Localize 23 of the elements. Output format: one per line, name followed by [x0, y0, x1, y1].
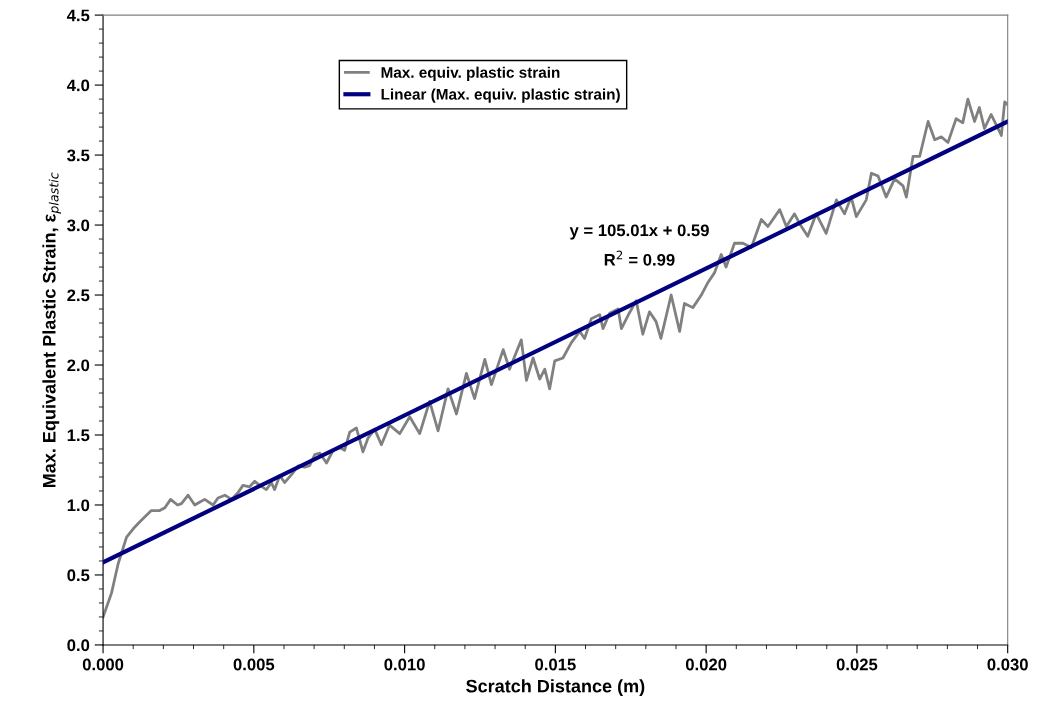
x-tick-label: 0.015 [535, 658, 576, 671]
legend-label: Linear (Max. equiv. plastic strain) [381, 88, 620, 103]
y-tick-label: 3.0 [67, 219, 90, 232]
x-tick-label: 0.005 [233, 658, 275, 671]
x-axis-title: Scratch Distance (m) [466, 679, 645, 697]
x-tick-label: 0.025 [836, 658, 878, 671]
x-tick-label: 0.000 [82, 658, 124, 671]
annotation: R$^{2}$ = 0.99 [604, 250, 675, 266]
y-tick-label: 3.5 [67, 149, 90, 162]
y-tick-label: 4.5 [66, 9, 90, 22]
y-tick-label: 2.0 [67, 359, 90, 372]
y-tick-label: 4.0 [66, 79, 90, 92]
x-tick-label: 0.010 [384, 658, 425, 671]
x-tick-label: 0.030 [987, 658, 1028, 671]
y-tick-label: 0.5 [67, 569, 90, 582]
y-tick-label: 2.5 [67, 289, 90, 302]
y-tick-label: 1.5 [67, 429, 90, 442]
annotation: y = 105.01x + 0.59 [569, 224, 709, 240]
y-tick-label: 0.0 [67, 639, 90, 652]
y-axis-title: Max. Equivalent Plastic Strain, ε$_{plastic}$ [42, 172, 62, 488]
x-tick-label: 0.020 [685, 658, 727, 671]
legend-label: Max. equiv. plastic strain [381, 66, 560, 81]
y-tick-label: 1.0 [67, 499, 90, 512]
